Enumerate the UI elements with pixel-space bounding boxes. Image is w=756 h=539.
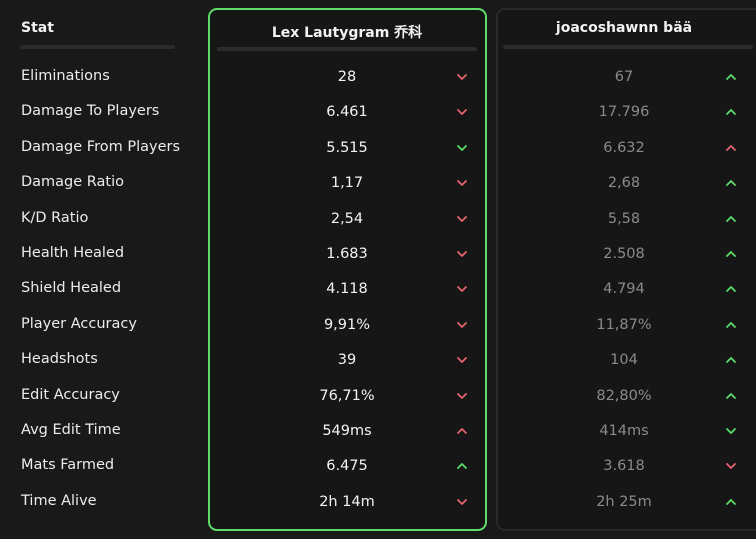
trend-arrow [457, 357, 467, 364]
trend-arrow [457, 251, 467, 257]
trend-arrow [457, 180, 467, 187]
stat-label: Damage Ratio [21, 174, 125, 191]
stat-value: 28 [337, 69, 357, 85]
divider [20, 45, 175, 49]
stat-value: 2,54 [330, 210, 364, 227]
trend-arrow [726, 144, 736, 151]
stat-value: 17.796 [598, 104, 650, 121]
stat-value: 549ms [322, 423, 372, 439]
trend-arrow [726, 428, 736, 434]
stat-value: 82,80% [596, 387, 652, 404]
divider [217, 47, 477, 51]
trend-arrow [457, 109, 467, 116]
stat-value: 4.118 [326, 281, 368, 298]
stat-label: Headshots [21, 351, 98, 368]
trend-arrow [457, 215, 467, 222]
stat-label: Shield Healed [21, 280, 122, 297]
trend-arrow [457, 286, 467, 293]
stat-label: Eliminations [21, 68, 110, 84]
stat-value: 104 [610, 352, 638, 369]
player-column [496, 8, 756, 531]
stat-value: 5,58 [607, 210, 641, 227]
trend-arrow [726, 180, 736, 187]
stat-value: 6.461 [326, 104, 368, 121]
stat-value: 67 [614, 69, 634, 85]
stat-label: Avg Edit Time [21, 422, 121, 438]
stat-label: Health Healed [21, 245, 125, 261]
trend-arrow [457, 74, 467, 80]
trend-arrow [457, 144, 467, 151]
stat-value: 6.475 [326, 458, 368, 475]
stat-value: 2h 14m [319, 493, 375, 510]
trend-arrow [726, 215, 736, 222]
trend-arrow [726, 463, 736, 470]
trend-arrow [457, 428, 467, 434]
stat-value: 11,87% [596, 316, 652, 333]
player-name: joacoshawnn bää [555, 20, 693, 36]
stat-value: 4.794 [603, 281, 645, 298]
trend-arrow [457, 498, 467, 505]
trend-arrow [457, 463, 467, 470]
stat-value: 2,68 [607, 175, 641, 192]
stat-label: Damage To Players [21, 103, 160, 120]
stat-label: Mats Farmed [21, 457, 115, 474]
player-name: Lex Lautygram 乔科 [271, 25, 423, 41]
trend-arrow [457, 321, 467, 328]
stat-value: 1.683 [326, 246, 368, 262]
player-column-highlighted [208, 8, 487, 531]
trend-arrow [726, 357, 736, 364]
stat-header: Stat [21, 20, 54, 36]
stat-label: K/D Ratio [21, 209, 89, 226]
trend-arrow [726, 321, 736, 328]
stat-label: Damage From Players [21, 138, 181, 155]
stat-value: 1,17 [330, 175, 364, 192]
stat-label: Time Alive [21, 492, 97, 509]
trend-arrow [726, 109, 736, 116]
stat-value: 414ms [599, 423, 649, 439]
stat-value: 9,91% [323, 316, 371, 333]
trend-arrow [726, 74, 736, 80]
stat-value: 76,71% [319, 387, 375, 404]
stat-value: 2.508 [603, 246, 645, 262]
stat-value: 39 [337, 352, 357, 369]
divider [503, 45, 753, 49]
trend-arrow [726, 286, 736, 293]
stat-label: Edit Accuracy [21, 386, 120, 403]
stat-value: 6.632 [603, 139, 645, 156]
trend-arrow [726, 251, 736, 257]
stat-value: 5.515 [326, 139, 368, 156]
trend-arrow [726, 392, 736, 399]
trend-arrow [457, 392, 467, 399]
stat-value: 2h 25m [596, 493, 652, 510]
stat-value: 3.618 [603, 458, 645, 475]
trend-arrow [726, 498, 736, 505]
stat-label: Player Accuracy [21, 315, 137, 332]
